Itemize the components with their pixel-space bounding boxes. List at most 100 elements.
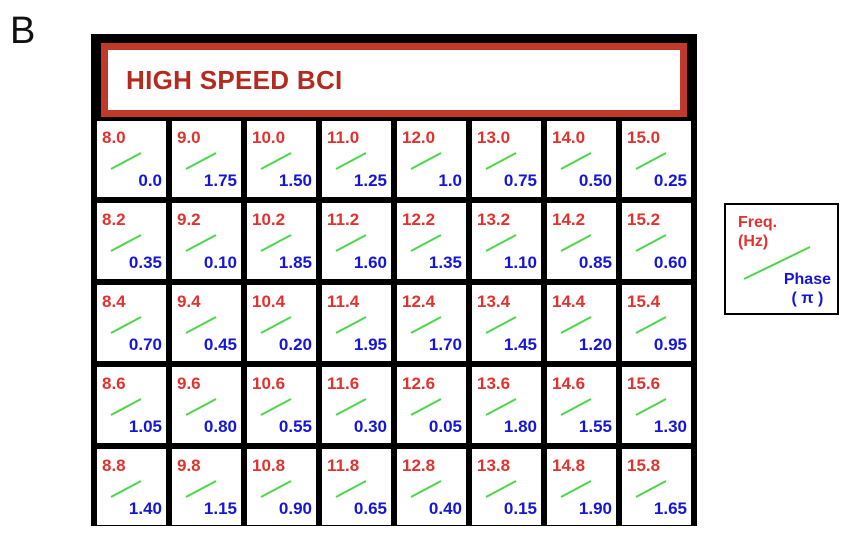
cell-phase: 1.55 [578, 417, 612, 436]
target-cell[interactable]: 12.6 0.05 [397, 367, 466, 443]
cell-frequency: 8.4 [102, 292, 126, 311]
target-cell[interactable]: 15.0 0.25 [622, 121, 691, 197]
cell-frequency: 12.0 [402, 128, 436, 147]
cell-divider-line [260, 398, 292, 416]
target-cell[interactable]: 11.8 0.65 [322, 449, 391, 525]
cell-divider-line [260, 480, 292, 498]
cell-divider-line [560, 234, 592, 252]
cell-phase: 0.55 [278, 417, 312, 436]
cell-divider-line [185, 234, 217, 252]
cell-frequency: 9.8 [177, 456, 201, 475]
target-cell[interactable]: 12.8 0.40 [397, 449, 466, 525]
target-cell[interactable]: 8.2 0.35 [97, 203, 166, 279]
cell-frequency: 11.0 [327, 128, 360, 147]
cell-phase: 1.0 [438, 171, 462, 190]
target-cell[interactable]: 15.2 0.60 [622, 203, 691, 279]
cell-divider-line [635, 480, 667, 498]
board-title: HIGH SPEED BCI [126, 64, 343, 95]
target-cell[interactable]: 12.4 1.70 [397, 285, 466, 361]
target-cell[interactable]: 14.2 0.85 [547, 203, 616, 279]
cell-phase: 0.20 [278, 335, 312, 354]
title-banner: HIGH SPEED BCI [101, 43, 687, 117]
target-cell[interactable]: 15.4 0.95 [622, 285, 691, 361]
cell-frequency: 12.8 [402, 456, 436, 475]
cell-phase: 0.45 [203, 335, 237, 354]
cell-phase: 0.40 [428, 499, 462, 518]
cell-divider-line [185, 480, 217, 498]
target-cell[interactable]: 9.6 0.80 [172, 367, 241, 443]
target-cell[interactable]: 15.6 1.30 [622, 367, 691, 443]
target-cell[interactable]: 9.4 0.45 [172, 285, 241, 361]
cell-frequency: 13.4 [477, 292, 511, 311]
target-cell[interactable]: 13.4 1.45 [472, 285, 541, 361]
cell-phase: 1.45 [503, 335, 537, 354]
cell-phase: 0.95 [653, 335, 687, 354]
target-cell[interactable]: 8.0 0.0 [97, 121, 166, 197]
target-cell[interactable]: 11.6 0.30 [322, 367, 391, 443]
target-cell[interactable]: 12.0 1.0 [397, 121, 466, 197]
legend-phase-unit: ( π ) [791, 290, 824, 307]
cell-divider-line [560, 316, 592, 334]
cell-divider-line [410, 316, 442, 334]
cell-frequency: 8.8 [102, 456, 126, 475]
cell-divider-line [485, 398, 517, 416]
cell-phase: 0.05 [428, 417, 462, 436]
cell-phase: 0.15 [503, 499, 537, 518]
cell-frequency: 11.6 [327, 374, 360, 393]
target-cell[interactable]: 8.6 1.05 [97, 367, 166, 443]
target-cell[interactable]: 14.0 0.50 [547, 121, 616, 197]
cell-divider-line [410, 152, 442, 170]
cell-frequency: 9.4 [177, 292, 201, 311]
target-cell[interactable]: 11.2 1.60 [322, 203, 391, 279]
target-cell[interactable]: 14.6 1.55 [547, 367, 616, 443]
cell-divider-line [110, 234, 142, 252]
cell-frequency: 9.0 [177, 128, 201, 147]
cell-divider-line [185, 398, 217, 416]
cell-frequency: 15.4 [627, 292, 661, 311]
cell-phase: 0.75 [503, 171, 537, 190]
target-cell[interactable]: 8.8 1.40 [97, 449, 166, 525]
cell-phase: 1.05 [128, 417, 162, 436]
target-cell[interactable]: 13.2 1.10 [472, 203, 541, 279]
target-cell[interactable]: 14.4 1.20 [547, 285, 616, 361]
cell-phase: 1.50 [278, 171, 312, 190]
cell-phase: 0.25 [653, 171, 687, 190]
target-cell[interactable]: 9.2 0.10 [172, 203, 241, 279]
target-cell[interactable]: 9.8 1.15 [172, 449, 241, 525]
cell-frequency: 9.2 [177, 210, 201, 229]
cell-frequency: 8.0 [102, 128, 126, 147]
target-cell[interactable]: 13.0 0.75 [472, 121, 541, 197]
cell-phase: 1.65 [653, 499, 687, 518]
target-cell[interactable]: 10.8 0.90 [247, 449, 316, 525]
target-cell[interactable]: 10.4 0.20 [247, 285, 316, 361]
cell-divider-line [335, 480, 367, 498]
target-cell[interactable]: 13.6 1.80 [472, 367, 541, 443]
target-cell[interactable]: 11.0 1.25 [322, 121, 391, 197]
legend-phase-text: Phase [783, 271, 831, 288]
cell-divider-line [335, 316, 367, 334]
legend-frequency-label: Freq. (Hz) [738, 213, 777, 251]
cell-phase: 1.70 [428, 335, 462, 354]
cell-divider-line [260, 234, 292, 252]
target-cell[interactable]: 10.0 1.50 [247, 121, 316, 197]
cell-frequency: 8.2 [102, 210, 126, 229]
cell-frequency: 14.2 [552, 210, 586, 229]
target-cell[interactable]: 13.8 0.15 [472, 449, 541, 525]
target-cell[interactable]: 12.2 1.35 [397, 203, 466, 279]
target-cell[interactable]: 10.2 1.85 [247, 203, 316, 279]
target-cell[interactable]: 10.6 0.55 [247, 367, 316, 443]
cell-divider-line [485, 234, 517, 252]
cell-phase: 1.30 [653, 417, 687, 436]
cell-phase: 1.25 [353, 171, 387, 190]
target-cell[interactable]: 11.4 1.95 [322, 285, 391, 361]
target-cell[interactable]: 9.0 1.75 [172, 121, 241, 197]
cell-phase: 0.85 [578, 253, 612, 272]
target-cell[interactable]: 14.8 1.90 [547, 449, 616, 525]
cell-phase: 1.75 [203, 171, 237, 190]
cell-phase: 1.15 [203, 499, 237, 518]
panel-label: B [10, 10, 36, 52]
target-cell[interactable]: 8.4 0.70 [97, 285, 166, 361]
target-cell[interactable]: 15.8 1.65 [622, 449, 691, 525]
cell-phase: 1.10 [503, 253, 537, 272]
cell-phase: 0.70 [128, 335, 162, 354]
